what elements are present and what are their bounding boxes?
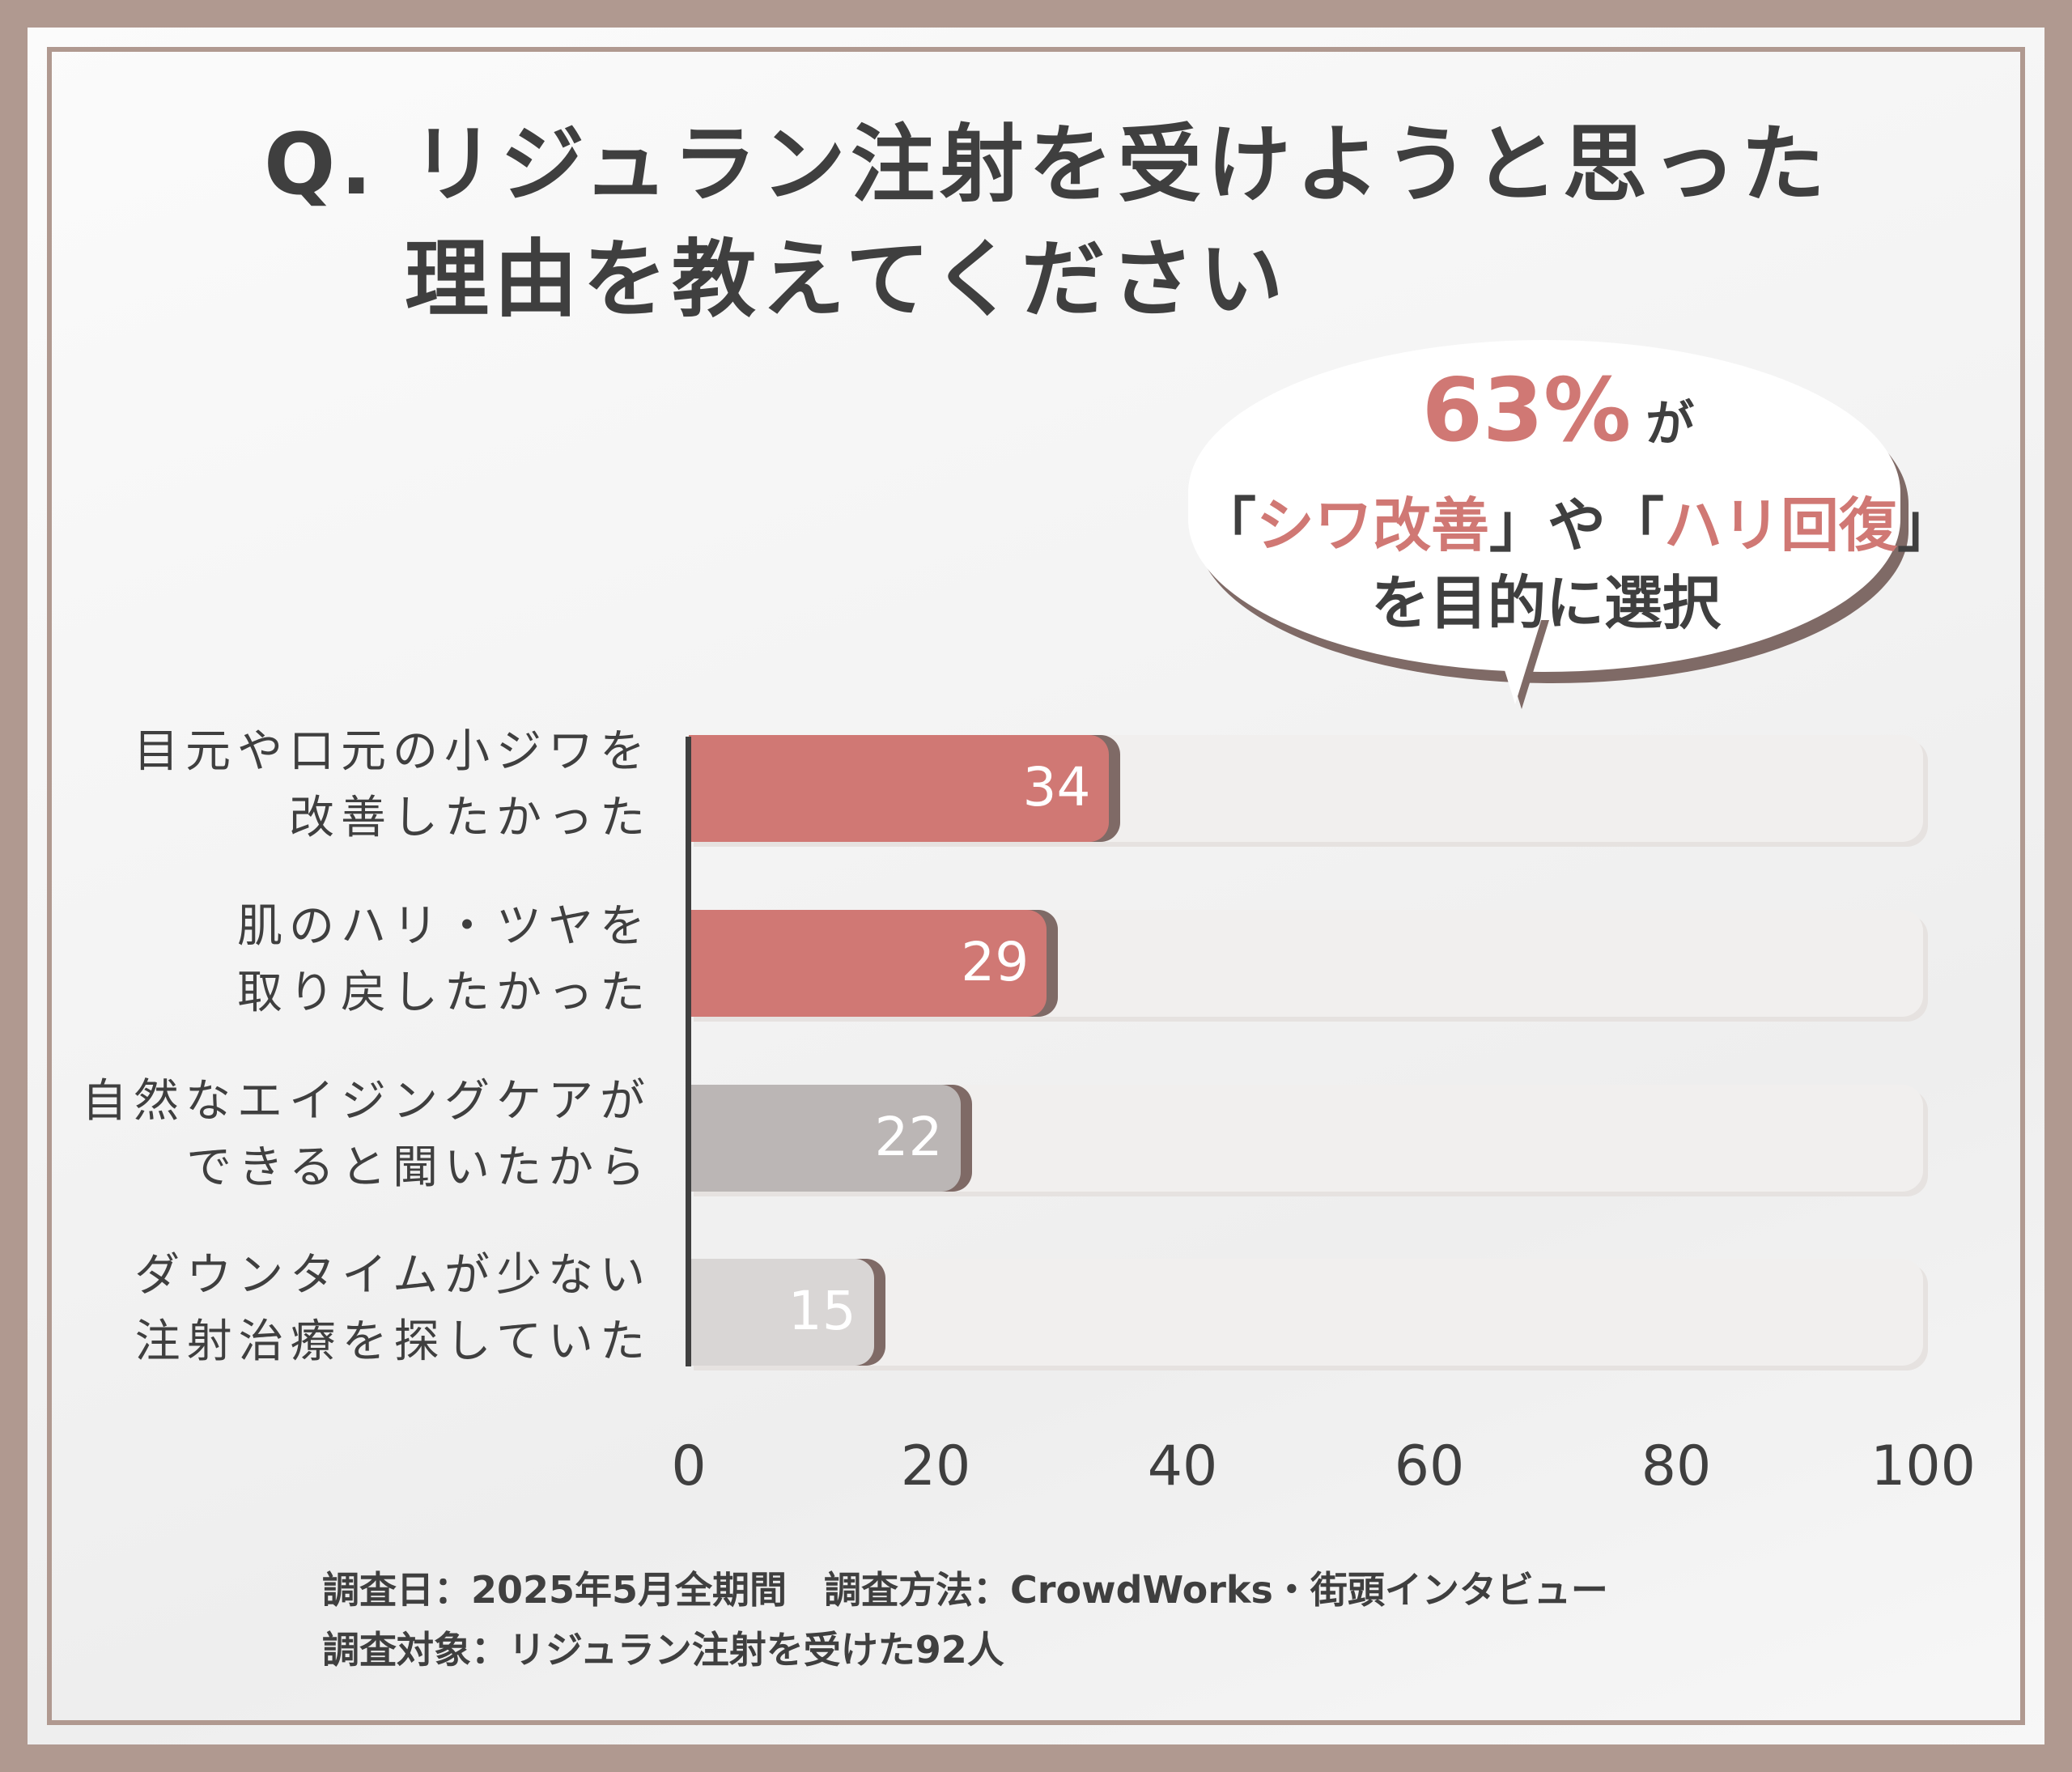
category-label: ダウンタイムが少ない 注射治療を探していた <box>134 1243 652 1375</box>
x-tick-label: 40 <box>1147 1434 1218 1498</box>
category-label-line: 目元や口元の小ジワを <box>134 725 652 778</box>
callout-bubble-tail <box>1488 615 1543 704</box>
callout-headline: 63% が <box>1376 360 1740 461</box>
category-label: 自然なエイジングケアができると聞いたから <box>82 1069 652 1201</box>
callout-bubble <box>1188 340 1900 672</box>
chart-title-line2: 理由を教えてください <box>405 230 1289 329</box>
callout-bracket-open: 「 <box>1198 491 1257 559</box>
x-tick-label: 20 <box>900 1434 971 1498</box>
callout-percent: 63% <box>1421 360 1632 461</box>
survey-note-line1: 調査日：2025年5月全期間 調査方法：CrowdWorks・街頭インタビュー <box>322 1568 1608 1612</box>
survey-note-line2: 調査対象：リジュラン注射を受けた92人 <box>322 1628 1004 1672</box>
bar-value-label: 22 <box>874 1106 943 1168</box>
category-label-line: 自然なエイジングケアが <box>82 1075 652 1128</box>
category-label-line: 注射治療を探していた <box>134 1315 652 1368</box>
callout-line2: 「シワ改善」や「ハリ回復」 <box>1198 478 1955 563</box>
callout-bracket-close: 」 <box>1897 491 1956 559</box>
category-label: 肌のハリ・ツヤを 取り戻したかった <box>237 894 652 1026</box>
callout-connector: 」や「 <box>1489 491 1665 559</box>
bar-value-label: 34 <box>1022 756 1091 818</box>
x-tick-label: 60 <box>1394 1434 1465 1498</box>
category-label-line: 肌のハリ・ツヤを <box>237 900 652 953</box>
bar-value-label: 15 <box>788 1280 856 1342</box>
callout-highlight-wrinkle: シワ改善 <box>1256 491 1490 559</box>
category-label-line: 改善したかった <box>289 792 652 844</box>
bar <box>689 1259 874 1366</box>
bar-value-label: 29 <box>961 931 1030 993</box>
callout-ga: が <box>1645 396 1695 453</box>
bar <box>689 910 1047 1017</box>
callout-highlight-firmness: ハリ回復 <box>1664 491 1898 559</box>
callout-line3: を目的に選択 <box>1370 569 1721 637</box>
bar-track <box>689 1259 1923 1366</box>
y-axis-line <box>686 737 691 1366</box>
chart-panel <box>28 28 2044 1744</box>
bar <box>689 735 1109 842</box>
x-tick-label: 80 <box>1641 1434 1712 1498</box>
x-tick-label: 0 <box>671 1434 707 1498</box>
bar <box>689 1085 961 1192</box>
category-label-line: できると聞いたから <box>186 1141 652 1194</box>
x-tick-label: 100 <box>1870 1434 1976 1498</box>
category-label: 目元や口元の小ジワを改善したかった <box>134 719 652 852</box>
chart-title-line1: Q. リジュラン注射を受けようと思った <box>264 115 1830 214</box>
category-label-line: 取り戻したかった <box>237 967 652 1019</box>
category-label-line: ダウンタイムが少ない <box>134 1249 652 1302</box>
